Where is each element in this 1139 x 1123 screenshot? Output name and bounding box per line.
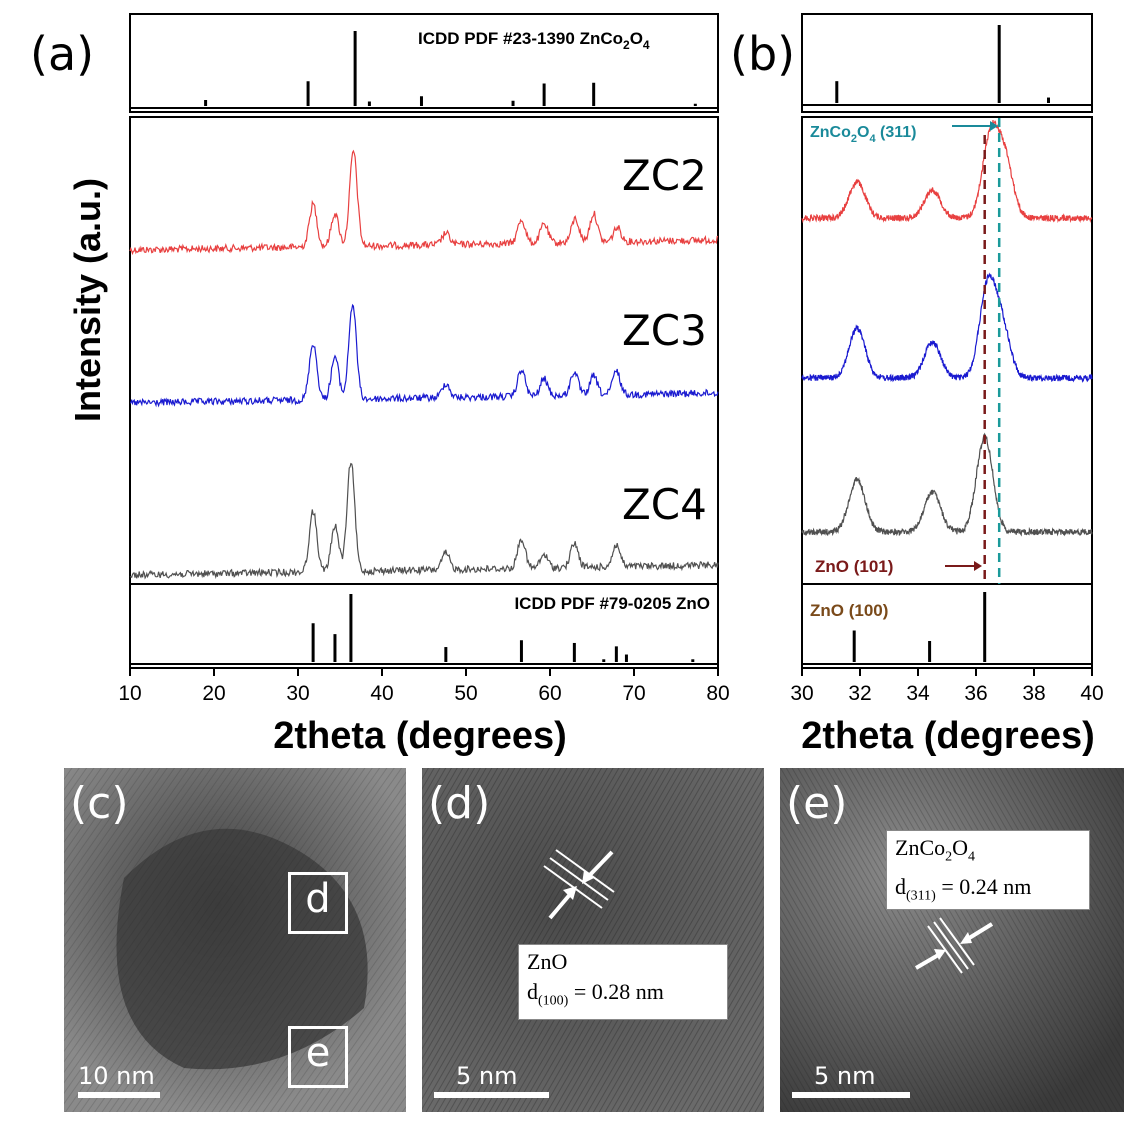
series-ZC3 bbox=[129, 303, 719, 408]
scale-bar-d bbox=[434, 1092, 549, 1098]
xtick-label-30: 30 bbox=[790, 682, 813, 705]
panel-b-x-axis: 30 32 34 36 38 40 bbox=[790, 668, 1104, 705]
xtick-label-10: 10 bbox=[118, 682, 141, 705]
panel-a-bottom-reference bbox=[311, 594, 695, 662]
panel-a-xlabel: 2theta (degrees) bbox=[273, 715, 567, 757]
region-d-box: d bbox=[288, 872, 348, 934]
tem-image-e: (e) ZnCo2O4 d(311) = 0.24 nm 5 nm bbox=[780, 768, 1124, 1112]
panel-d-letter: (d) bbox=[428, 778, 491, 829]
xtick-label-30: 30 bbox=[286, 682, 309, 705]
annot-e-line1: ZnCo2O4 bbox=[895, 835, 976, 865]
xtick-label-80: 80 bbox=[706, 682, 729, 705]
scale-label-c: 10 nm bbox=[78, 1062, 155, 1090]
xtick-label-32: 32 bbox=[848, 682, 871, 705]
xtick-label-38: 38 bbox=[1022, 682, 1045, 705]
xtick-label-70: 70 bbox=[622, 682, 645, 705]
annot-d-line1: ZnO bbox=[527, 949, 568, 974]
panel-b-xlabel: 2theta (degrees) bbox=[801, 715, 1095, 757]
series-ZC3 bbox=[801, 272, 1093, 383]
xtick-label-50: 50 bbox=[454, 682, 477, 705]
xrd-plots: 10 20 30 40 50 60 70 80 ICDD PDF #23-1390 ZnCo2… bbox=[30, 13, 1104, 757]
scale-bar-c bbox=[78, 1092, 160, 1098]
panel-a: 10 20 30 40 50 60 70 80 ICDD PDF #23-1390 ZnCo2… bbox=[30, 13, 730, 757]
tem-image-c: (c) d e 10 nm bbox=[64, 768, 406, 1112]
scale-label-e: 5 nm bbox=[814, 1062, 876, 1090]
series-ZC4 bbox=[129, 462, 719, 580]
annot-box-e: ZnCo2O4 d(311) = 0.24 nm bbox=[886, 830, 1090, 910]
panel-b-bottom-frame bbox=[801, 583, 1093, 669]
annot-d-line2: d(100) = 0.28 nm bbox=[527, 979, 664, 1009]
panel-b: 30 32 34 36 38 40 ZnCo2O4 (311) ZnO (101) ZnO… bbox=[730, 13, 1104, 757]
annot-e-line2: d(311) = 0.24 nm bbox=[895, 874, 1032, 904]
panel-b-bottom-reference bbox=[852, 592, 987, 662]
panel-e-letter: (e) bbox=[786, 778, 848, 829]
panel-a-x-axis: 10 20 30 40 50 60 70 80 bbox=[118, 668, 730, 705]
xtick-label-34: 34 bbox=[906, 682, 930, 705]
xtick-label-36: 36 bbox=[964, 682, 987, 705]
scale-label-d: 5 nm bbox=[456, 1062, 518, 1090]
xtick-label-40: 40 bbox=[1080, 682, 1103, 705]
xtick-label-40: 40 bbox=[370, 682, 393, 705]
annot-zno-arrowhead bbox=[974, 561, 982, 571]
panel-a-top-reference bbox=[204, 31, 697, 106]
annot-znco-311: ZnCo2O4 (311) bbox=[810, 124, 917, 145]
panel-a-bottom-frame bbox=[129, 583, 719, 669]
tem-texture-d bbox=[422, 768, 764, 1112]
panel-a-series bbox=[129, 149, 719, 580]
panel-a-letter: (a) bbox=[30, 27, 94, 81]
annot-znco-arrowhead bbox=[990, 121, 998, 131]
panel-a-ylabel: Intensity (a.u.) bbox=[67, 178, 108, 422]
panel-a-top-frame bbox=[129, 13, 719, 113]
series-ZC2 bbox=[801, 120, 1093, 224]
tem-texture-c bbox=[64, 768, 406, 1112]
xtick-label-20: 20 bbox=[202, 682, 225, 705]
annot-zno-101: ZnO (101) bbox=[815, 557, 893, 576]
scale-bar-e bbox=[792, 1092, 910, 1098]
label-zc3: ZC3 bbox=[622, 306, 707, 355]
tem-texture-e bbox=[780, 768, 1124, 1112]
panel-b-top-frame bbox=[801, 13, 1093, 113]
panel-b-marker-lines bbox=[983, 118, 1001, 584]
region-e-box: e bbox=[288, 1026, 348, 1088]
label-zc2: ZC2 bbox=[622, 151, 707, 200]
series-ZC4 bbox=[801, 432, 1093, 537]
annot-box-d: ZnO d(100) = 0.28 nm bbox=[518, 944, 728, 1020]
panel-b-top-reference bbox=[835, 25, 1050, 103]
tem-image-d: (d) ZnO d(100) = 0.28 nm 5 nm bbox=[422, 768, 764, 1112]
label-zc4: ZC4 bbox=[622, 480, 707, 529]
panel-b-letter: (b) bbox=[730, 27, 795, 81]
series-ZC2 bbox=[129, 149, 719, 256]
xtick-label-60: 60 bbox=[538, 682, 561, 705]
panel-a-top-label: ICDD PDF #23-1390 ZnCo2O4 bbox=[418, 29, 650, 52]
panel-a-bottom-label: ICDD PDF #79-0205 ZnO bbox=[514, 594, 710, 613]
panel-b-series bbox=[801, 120, 1093, 537]
panel-c-letter: (c) bbox=[70, 778, 129, 829]
annot-zno-100: ZnO (100) bbox=[810, 601, 888, 620]
